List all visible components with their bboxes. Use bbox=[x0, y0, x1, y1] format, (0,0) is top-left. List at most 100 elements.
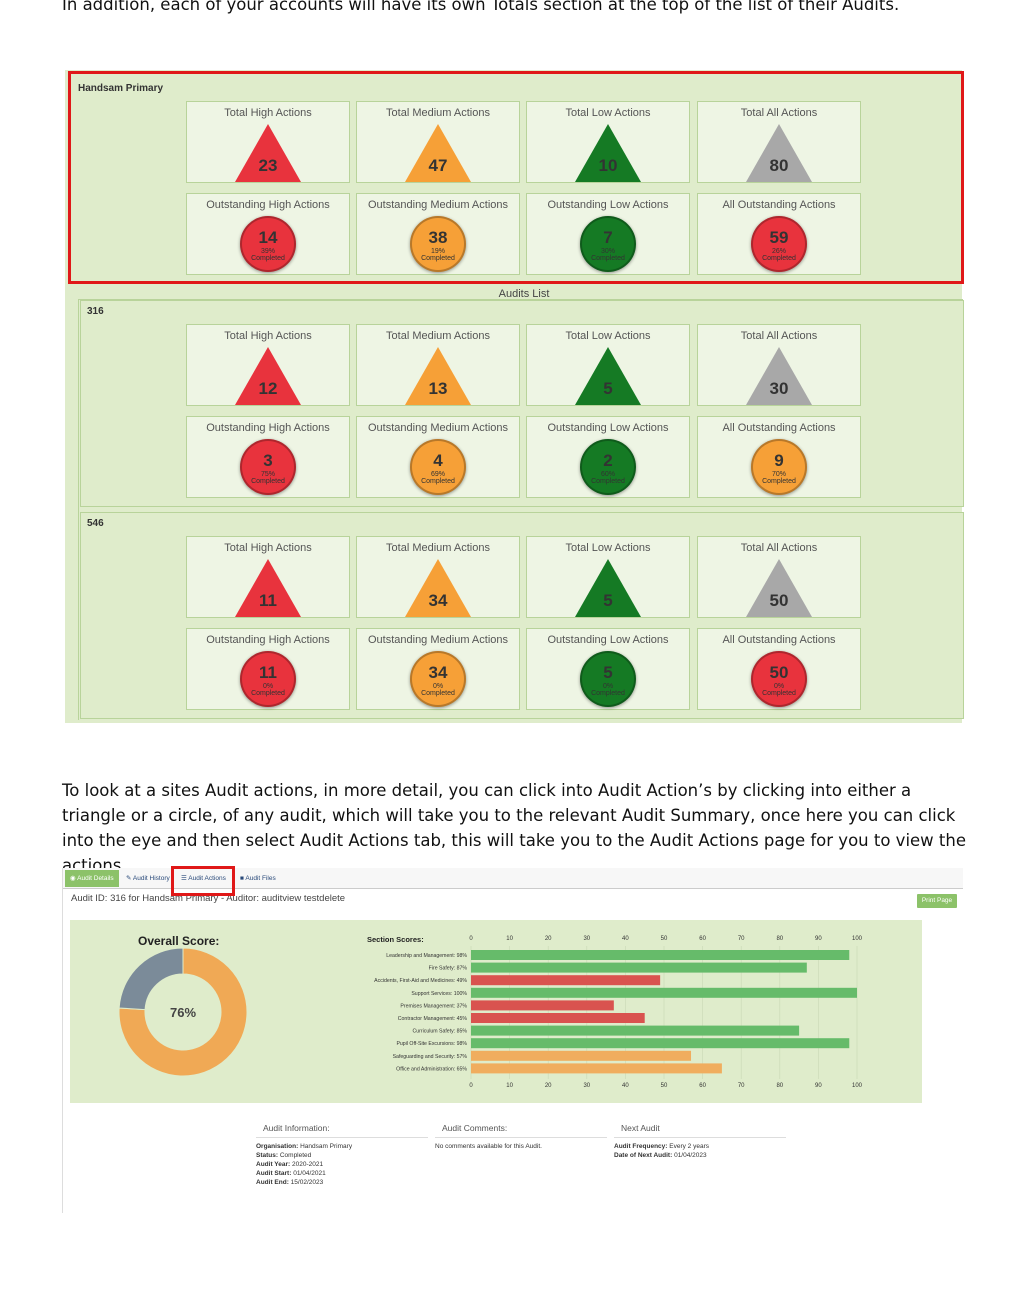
circle-value: 9 bbox=[774, 451, 784, 470]
x-tick-label-bottom: 100 bbox=[852, 1083, 863, 1089]
outstanding-card[interactable]: All Outstanding Actions 59 26% Completed bbox=[697, 193, 861, 275]
total-card[interactable]: Total Low Actions 5 bbox=[526, 324, 690, 406]
outstanding-card[interactable]: Outstanding Low Actions 5 0% Completed bbox=[526, 628, 690, 710]
x-tick-label-top: 50 bbox=[661, 936, 668, 942]
print-page-button[interactable]: Print Page bbox=[917, 894, 957, 908]
triangle-indicator[interactable]: 13 bbox=[405, 347, 471, 405]
circle-indicator[interactable]: 14 39% Completed bbox=[240, 216, 296, 272]
x-tick-label-bottom: 20 bbox=[545, 1083, 552, 1089]
triangle-indicator[interactable]: 47 bbox=[405, 124, 471, 182]
triangle-indicator[interactable]: 50 bbox=[746, 559, 812, 617]
completed-percent: 39% bbox=[260, 248, 275, 255]
card-title: Total All Actions bbox=[740, 330, 818, 342]
circle-indicator[interactable]: 7 30% Completed bbox=[580, 216, 636, 272]
completed-label: Completed bbox=[762, 690, 796, 697]
completed-percent: 19% bbox=[430, 248, 445, 255]
outstanding-card[interactable]: Outstanding High Actions 3 75% Completed bbox=[186, 416, 350, 498]
comments-text: No comments available for this Audit. bbox=[435, 1143, 542, 1150]
intro-paragraph: In addition, each of your accounts will … bbox=[62, 0, 900, 14]
triangle-value: 11 bbox=[259, 591, 277, 610]
tab-audit-details[interactable]: ◉ Audit Details bbox=[65, 870, 119, 887]
audit-id: 316 bbox=[87, 306, 104, 317]
card-title: Outstanding Low Actions bbox=[547, 422, 669, 434]
audit-header: Audit ID: 316 for Handsam Primary - Audi… bbox=[71, 893, 346, 904]
x-tick-label-top: 70 bbox=[738, 936, 745, 942]
outstanding-card[interactable]: Outstanding Low Actions 2 60% Completed bbox=[526, 416, 690, 498]
total-card[interactable]: Total High Actions 23 bbox=[186, 101, 350, 183]
circle-value: 3 bbox=[263, 451, 273, 470]
circle-indicator[interactable]: 9 70% Completed bbox=[751, 439, 807, 495]
triangle-indicator[interactable]: 11 bbox=[235, 559, 301, 617]
section-label: Office and Administration: 65% bbox=[396, 1066, 467, 1072]
tab-audit-history[interactable]: ✎ Audit History bbox=[121, 870, 175, 887]
section-scores-chart: 0 0 10 10 20 20 30 30 40 40 50 50 60 60 70 70 80 80 90 90 10… bbox=[374, 936, 863, 1089]
triangle-indicator[interactable]: 23 bbox=[235, 124, 301, 182]
circle-indicator[interactable]: 2 60% Completed bbox=[580, 439, 636, 495]
card-title: Total High Actions bbox=[224, 542, 312, 554]
triangle-value: 50 bbox=[769, 591, 789, 610]
total-card[interactable]: Total High Actions 11 bbox=[186, 536, 350, 618]
triangle-indicator[interactable]: 80 bbox=[746, 124, 812, 182]
info-value: 2020-2021 bbox=[292, 1161, 324, 1168]
info-key: Audit End: bbox=[256, 1179, 291, 1186]
triangle-indicator[interactable]: 30 bbox=[746, 347, 812, 405]
total-card[interactable]: Total High Actions 12 bbox=[186, 324, 350, 406]
triangle-value: 80 bbox=[769, 156, 789, 175]
outstanding-card[interactable]: Outstanding High Actions 14 39% Completed bbox=[186, 193, 350, 275]
triangle-value: 10 bbox=[598, 156, 618, 175]
triangle-indicator[interactable]: 5 bbox=[575, 347, 641, 405]
audit-information-title: Audit Information: bbox=[256, 1123, 428, 1138]
total-card[interactable]: Total All Actions 50 bbox=[697, 536, 861, 618]
completed-percent: 0% bbox=[602, 683, 614, 690]
triangle-value: 5 bbox=[603, 591, 613, 610]
triangle-indicator[interactable]: 5 bbox=[575, 559, 641, 617]
completed-label: Completed bbox=[591, 478, 625, 485]
x-tick-label-top: 0 bbox=[469, 936, 473, 942]
x-tick-label-bottom: 90 bbox=[815, 1083, 822, 1089]
circle-indicator[interactable]: 59 26% Completed bbox=[751, 216, 807, 272]
x-tick-label-top: 100 bbox=[852, 936, 863, 942]
circle-indicator[interactable]: 5 0% Completed bbox=[580, 651, 636, 707]
triangle-indicator[interactable]: 34 bbox=[405, 559, 471, 617]
section-label: Leadership and Management: 98% bbox=[386, 953, 467, 959]
triangle-indicator[interactable]: 10 bbox=[575, 124, 641, 182]
circle-indicator[interactable]: 3 75% Completed bbox=[240, 439, 296, 495]
total-card[interactable]: Total Medium Actions 13 bbox=[356, 324, 520, 406]
card-title: Outstanding High Actions bbox=[206, 634, 330, 646]
completed-percent: 75% bbox=[260, 471, 275, 478]
circle-indicator[interactable]: 34 0% Completed bbox=[410, 651, 466, 707]
outstanding-card[interactable]: All Outstanding Actions 50 0% Completed bbox=[697, 628, 861, 710]
total-card[interactable]: Total Low Actions 10 bbox=[526, 101, 690, 183]
tab-audit-actions[interactable]: ☰ Audit Actions bbox=[176, 870, 231, 887]
account-name: Handsam Primary bbox=[78, 83, 164, 94]
outstanding-card[interactable]: All Outstanding Actions 9 70% Completed bbox=[697, 416, 861, 498]
tab-label: Audit History bbox=[132, 875, 170, 882]
triangle-indicator[interactable]: 12 bbox=[235, 347, 301, 405]
total-card[interactable]: Total All Actions 30 bbox=[697, 324, 861, 406]
audit-comments-title: Audit Comments: bbox=[435, 1123, 607, 1138]
total-card[interactable]: Total Medium Actions 34 bbox=[356, 536, 520, 618]
outstanding-card[interactable]: Outstanding Medium Actions 4 69% Completed bbox=[356, 416, 520, 498]
section-bar bbox=[471, 962, 807, 973]
total-card[interactable]: Total Medium Actions 47 bbox=[356, 101, 520, 183]
outstanding-card[interactable]: Outstanding High Actions 11 0% Completed bbox=[186, 628, 350, 710]
circle-indicator[interactable]: 11 0% Completed bbox=[240, 651, 296, 707]
tab-label: Audit Details bbox=[77, 875, 114, 882]
section-bar bbox=[471, 1038, 850, 1049]
info-row: Audit Start: 01/04/2021 bbox=[256, 1169, 428, 1178]
outstanding-card[interactable]: Outstanding Medium Actions 38 19% Completed bbox=[356, 193, 520, 275]
circle-indicator[interactable]: 50 0% Completed bbox=[751, 651, 807, 707]
audits-list-label: Audits List bbox=[498, 288, 550, 300]
total-card[interactable]: Total Low Actions 5 bbox=[526, 536, 690, 618]
total-card[interactable]: Total All Actions 80 bbox=[697, 101, 861, 183]
outstanding-card[interactable]: Outstanding Low Actions 7 30% Completed bbox=[526, 193, 690, 275]
card-title: Total Low Actions bbox=[565, 107, 651, 119]
circle-indicator[interactable]: 4 69% Completed bbox=[410, 439, 466, 495]
tab-audit-files[interactable]: ■ Audit Files bbox=[235, 870, 281, 887]
completed-percent: 0% bbox=[773, 683, 785, 690]
card-title: Total Low Actions bbox=[565, 330, 651, 342]
section-label: Contractor Management: 45% bbox=[398, 1016, 468, 1022]
circle-indicator[interactable]: 38 19% Completed bbox=[410, 216, 466, 272]
outstanding-card[interactable]: Outstanding Medium Actions 34 0% Completed bbox=[356, 628, 520, 710]
audit-id: 546 bbox=[87, 518, 104, 529]
